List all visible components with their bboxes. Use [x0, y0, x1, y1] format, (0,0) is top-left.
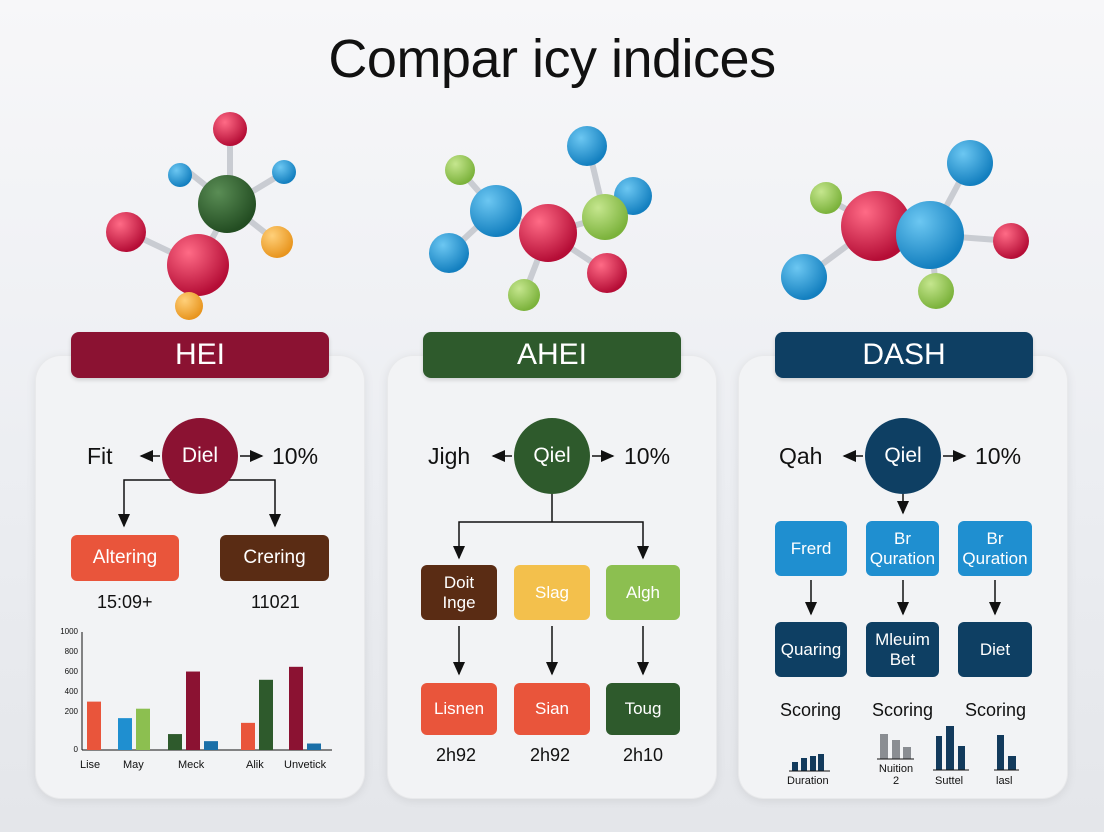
x-tick-label: Alik — [246, 759, 264, 771]
bar-may-1 — [118, 718, 132, 750]
y-tick-label: 400 — [64, 687, 78, 696]
dash-box-frerd: Frerd — [775, 521, 847, 576]
page-title: Compar icy indices — [328, 29, 776, 89]
bar-meck-5 — [204, 741, 218, 750]
dash-box-mleuim-bet: Mleuim Bet — [866, 622, 939, 677]
x-tick-label: Meck — [178, 759, 205, 771]
dash-mini-label: Suttel — [935, 775, 964, 787]
hei-num-right: 11021 — [251, 592, 300, 612]
bar-meck-3 — [168, 734, 182, 750]
dash-mini-label: lasl — [996, 775, 1013, 787]
bar-lise-0 — [87, 701, 101, 750]
ahei-num: 2h92 — [530, 745, 571, 765]
bar-unvetick-5 — [307, 743, 321, 750]
ahei-box-toug: Toug — [606, 683, 680, 735]
ahei-left-label: Jigh — [428, 443, 471, 469]
x-tick-label: May — [123, 759, 144, 771]
dash-box-br-quration: Br Quration — [958, 521, 1032, 576]
bar-meck-4 — [186, 671, 200, 750]
molecule-hei-icon — [106, 112, 296, 320]
dash-scoring-label: Scoring — [872, 700, 934, 720]
ahei-right-label: 10% — [624, 443, 671, 469]
hei-box-altering: Altering — [71, 535, 179, 581]
dash-right-label: 10% — [975, 443, 1022, 469]
bar-alik-3 — [259, 679, 273, 750]
x-tick-label: Unvetick — [284, 759, 327, 771]
dash-left-label: Qah — [779, 443, 823, 469]
dash-box-br-quration: Br Quration — [866, 521, 939, 576]
dash-circle: Qiel — [865, 418, 941, 494]
ahei-num: 2h92 — [436, 745, 477, 765]
hei-left-label: Fit — [87, 443, 113, 469]
hei-box-crering: Crering — [220, 535, 329, 581]
dash-box-diet: Diet — [958, 622, 1032, 677]
ahei-box-algh: Algh — [606, 565, 680, 620]
y-tick-label: 0 — [73, 745, 78, 754]
hei-num-left: 15:09+ — [97, 592, 153, 612]
ahei-box-slag: Slag — [514, 565, 590, 620]
dash-scoring-label: Scoring — [965, 700, 1027, 720]
x-tick-label: Lise — [80, 759, 101, 771]
dash-mini-label: Nuition 2 — [878, 763, 914, 787]
ahei-box-lisnen: Lisnen — [421, 683, 497, 735]
y-tick-label: 800 — [64, 647, 78, 656]
ahei-banner: AHEI — [423, 332, 681, 378]
y-tick-label: 600 — [64, 667, 78, 676]
hei-banner: HEI — [71, 332, 329, 378]
ahei-num: 2h10 — [623, 745, 664, 765]
hei-right-label: 10% — [272, 443, 319, 469]
y-tick-label: 200 — [64, 707, 78, 716]
dash-box-quaring: Quaring — [775, 622, 847, 677]
ahei-box-sian: Sian — [514, 683, 590, 735]
molecule-ahei-icon — [429, 126, 652, 311]
y-tick-label: 1000 — [60, 627, 78, 636]
hei-circle: Diel — [162, 418, 238, 494]
bar-alik-0 — [241, 722, 255, 750]
ahei-circle: Qiel — [514, 418, 590, 494]
bar-unvetick-4 — [289, 666, 303, 750]
dash-scoring-label: Scoring — [780, 700, 842, 720]
dash-banner: DASH — [775, 332, 1033, 378]
ahei-box-doit-inge: Doit Inge — [421, 565, 497, 620]
bar-may-2 — [136, 708, 150, 750]
dash-mini-label: Duration — [787, 775, 829, 787]
molecule-dash-icon — [781, 140, 1029, 309]
